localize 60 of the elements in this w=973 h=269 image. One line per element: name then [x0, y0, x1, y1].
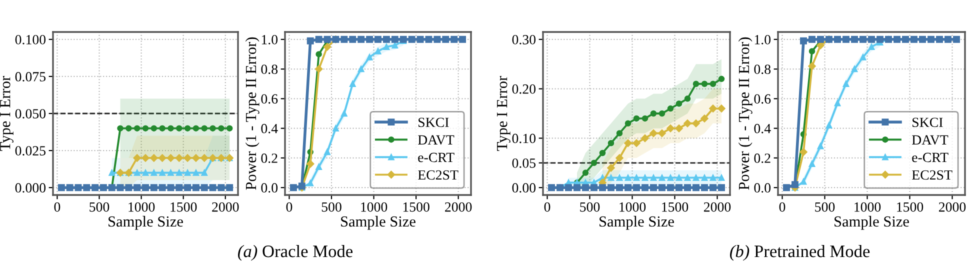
y-tick-label: 0.8 [261, 64, 278, 74]
x-tick-label: 1500 [897, 202, 924, 212]
y-tick-label: 0.2 [754, 154, 770, 163]
y-tick-label: 0.000 [15, 183, 46, 193]
y-tick-label: 0.6 [261, 94, 278, 104]
x-tick-label: 2000 [445, 202, 472, 212]
x-tick-label: 1500 [403, 202, 430, 212]
y-tick-label: 0.4 [261, 124, 278, 134]
legend-label: EC2ST [418, 170, 458, 180]
y-tick-label: 0.4 [754, 124, 771, 134]
legend-label: e-CRT [418, 152, 454, 162]
legend-label: DAVT [418, 135, 454, 145]
y-tick-label: 1.0 [262, 34, 278, 44]
y-tick-label: 0.075 [15, 72, 46, 82]
text: (b) Pretrained Mode [730, 244, 870, 261]
y-axis-title: Type I Error [0, 76, 14, 151]
y-tick-label: 0.6 [754, 94, 771, 104]
y-tick-label: 0.025 [15, 146, 46, 156]
x-tick-label: 1500 [662, 202, 688, 212]
legend-label: DAVT [912, 135, 948, 145]
x-axis-title: Sample Size [341, 216, 416, 230]
x-tick-label: 1500 [170, 202, 197, 212]
legend-label: SKCI [912, 118, 943, 128]
y-tick-label: 0.0 [754, 183, 771, 193]
x-tick-label: 2000 [704, 202, 731, 212]
text: (a) Oracle Mode [238, 244, 352, 261]
x-tick-label: 500 [580, 202, 600, 212]
x-tick-label: 0 [544, 202, 550, 212]
x-axis-title: Sample Size [834, 216, 909, 230]
y-tick-label: 0.2 [261, 154, 278, 163]
y-axis-title: Power (1 - Type II Error) [738, 37, 752, 190]
x-tick-label: 1000 [128, 202, 155, 212]
x-tick-label: 1000 [361, 202, 388, 212]
y-tick-label: 0.0 [261, 183, 278, 193]
x-tick-label: 500 [322, 202, 342, 212]
y-axis-title: Type I Error [497, 76, 510, 151]
legend-label: e-CRT [912, 152, 948, 162]
y-tick-label: 1.0 [754, 34, 771, 44]
x-tick-label: 500 [90, 202, 110, 212]
x-axis-title: Sample Size [600, 216, 674, 230]
x-tick-label: 0 [286, 202, 292, 212]
x-tick-label: 0 [54, 202, 60, 212]
y-tick-label: 0.10 [512, 134, 536, 144]
x-tick-label: 0 [779, 202, 786, 212]
x-tick-label: 1000 [620, 202, 646, 212]
y-axis-title: Power (1 - Type II Error) [245, 37, 260, 190]
y-tick-label: 0.00 [512, 183, 536, 193]
legend-label: EC2ST [912, 170, 952, 180]
y-tick-label: 0.8 [754, 64, 771, 74]
legend-label: SKCI [418, 118, 449, 128]
y-tick-label: 0.30 [512, 34, 536, 44]
x-axis-title: Sample Size [108, 216, 183, 230]
y-tick-label: 0.20 [512, 84, 536, 94]
y-tick-label: 0.05 [512, 158, 536, 168]
y-tick-label: 0.100 [15, 34, 46, 44]
x-tick-label: 2000 [938, 202, 966, 212]
y-tick-label: 0.050 [15, 109, 46, 119]
x-tick-label: 500 [815, 202, 835, 212]
x-tick-label: 2000 [212, 202, 239, 212]
x-tick-label: 1000 [854, 202, 881, 212]
